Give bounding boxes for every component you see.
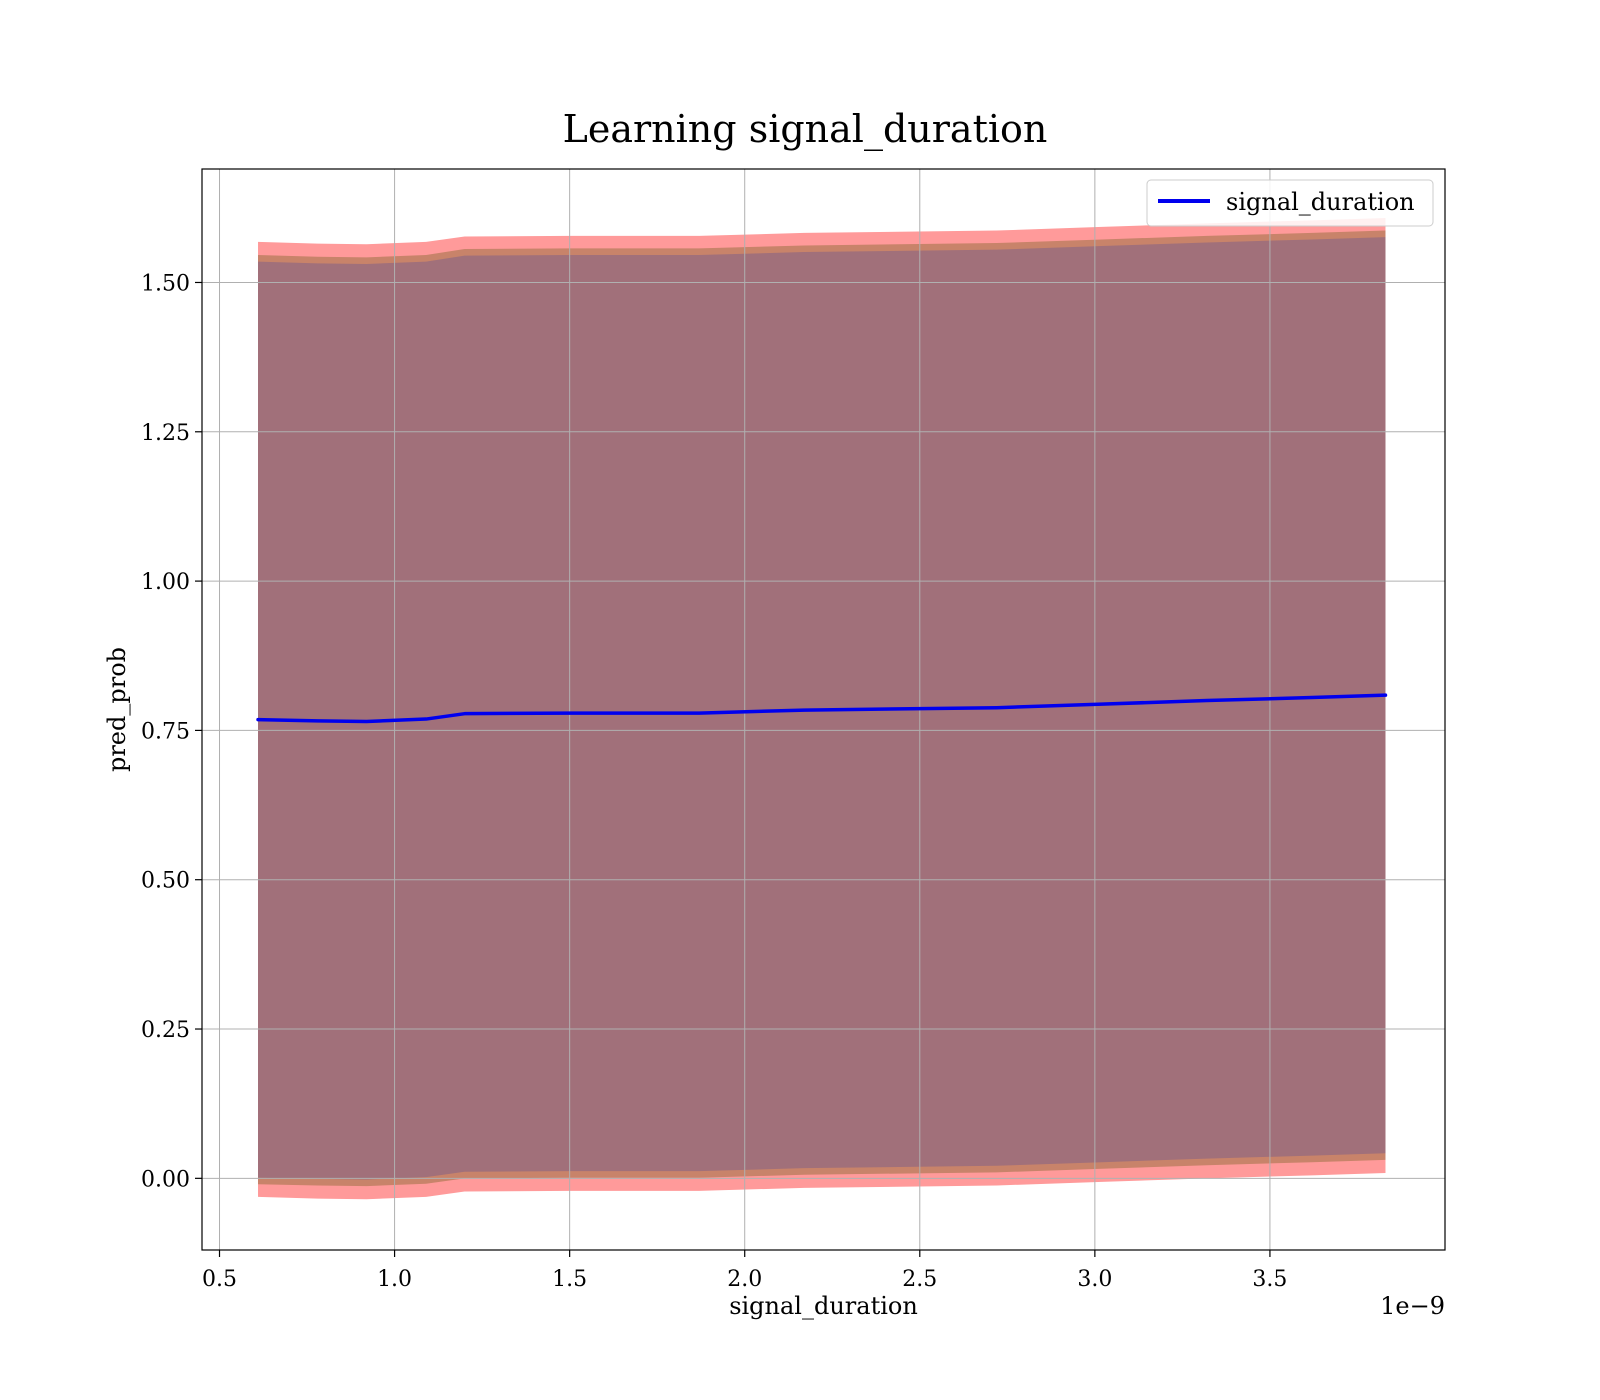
y-tick-label: 1.00 (141, 570, 190, 595)
x-tick-label: 2.5 (902, 1267, 937, 1292)
series-line-1 (256, 693, 1388, 724)
series-lines (256, 693, 1388, 724)
x-tick-label: 2.0 (727, 1267, 762, 1292)
y-tick-label: 0.75 (141, 719, 190, 744)
y-axis: 0.00 0.25 0.50 0.75 1.00 1.25 1.50 (141, 271, 202, 1192)
y-axis-label: pred_prob (103, 647, 131, 772)
y-tick-label: 0.50 (141, 869, 190, 894)
x-tick-label: 3.0 (1077, 1267, 1112, 1292)
x-axis-label: signal_duration (729, 1292, 918, 1320)
x-tick-label: 1.0 (377, 1267, 412, 1292)
legend: signal_duration (1146, 179, 1434, 227)
y-tick-label: 1.25 (141, 421, 190, 446)
plot-frame (201, 168, 1446, 1251)
grid (202, 169, 1445, 1250)
confidence-bands (258, 217, 1386, 1200)
x-axis-offset-label: 1e−9 (1380, 1292, 1445, 1320)
y-tick-label: 0.25 (141, 1018, 190, 1043)
x-axis: 0.5 1.0 1.5 2.0 2.5 3.0 3.5 (202, 1250, 1287, 1292)
x-tick-label: 1.5 (552, 1267, 587, 1292)
legend-box (1146, 179, 1434, 227)
x-tick-label: 0.5 (202, 1267, 237, 1292)
legend-entry-label: signal_duration (1226, 188, 1415, 216)
y-tick-label: 1.50 (141, 271, 190, 296)
x-tick-label: 3.5 (1252, 1267, 1287, 1292)
y-tick-label: 0.00 (141, 1167, 190, 1192)
chart-title: Learning signal_duration (563, 107, 1048, 152)
